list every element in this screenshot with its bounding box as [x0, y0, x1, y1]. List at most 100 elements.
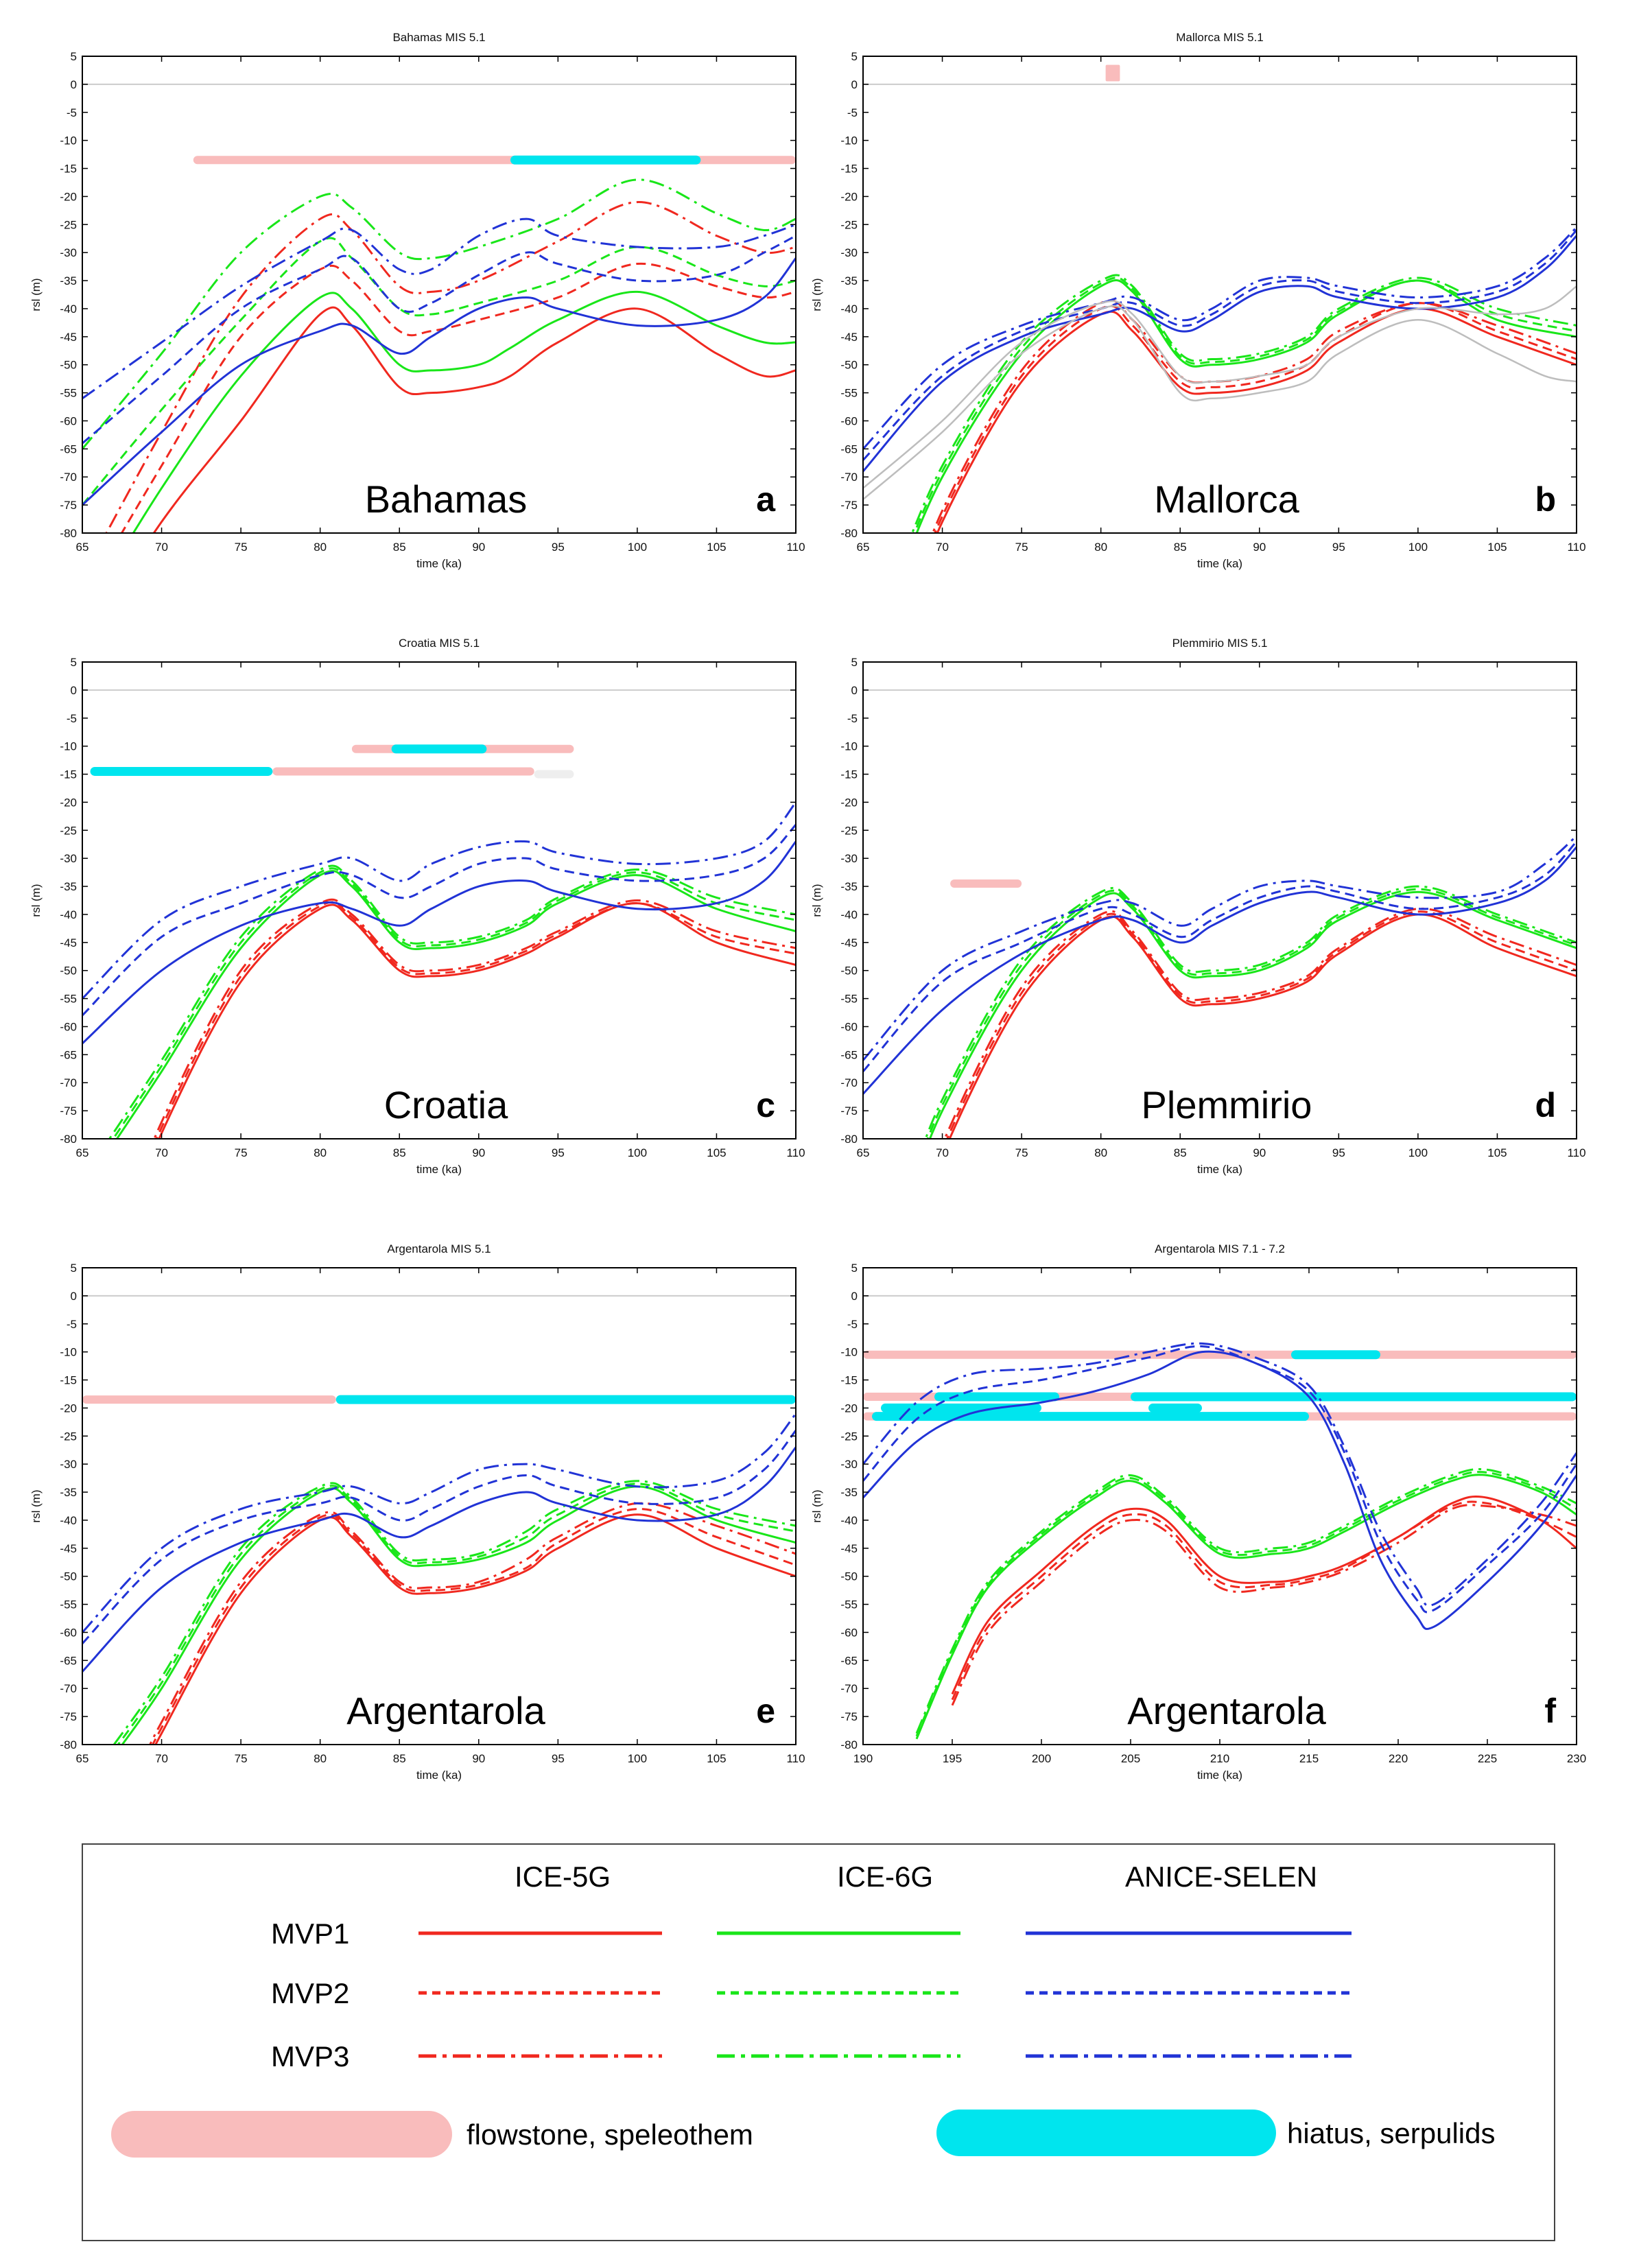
panel-title: Bahamas MIS 5.1 [392, 31, 485, 44]
series-ice-5g-mvp3 [153, 898, 796, 1139]
series-anice-selen-mvp2 [82, 1430, 796, 1644]
series-anice-selen-mvp3 [82, 801, 796, 1000]
series-ice-6g-mvp1 [915, 279, 1577, 533]
series-ice-5g-mvp1 [948, 913, 1577, 1139]
y-tick-label: -80 [60, 1738, 77, 1751]
x-tick-label: 85 [1174, 1146, 1187, 1159]
series-ice-6g-mvp2 [82, 237, 796, 506]
series-reference-grey [863, 305, 1577, 500]
y-tick-label: -10 [60, 134, 77, 147]
y-axis-label: rsl (m) [30, 1489, 43, 1522]
legend-row-label: MVP2 [271, 1977, 349, 2009]
y-axis-label: rsl (m) [810, 884, 823, 917]
y-tick-label: -30 [840, 852, 858, 865]
x-tick-label: 80 [1094, 541, 1107, 554]
x-tick-label: 65 [76, 541, 89, 554]
x-tick-label: 230 [1567, 1752, 1586, 1765]
series-ice-5g-mvp3 [951, 1504, 1577, 1706]
series-anice-selen-mvp2 [82, 824, 796, 1017]
hiatus-bar-1 [391, 744, 487, 754]
y-tick-label: -75 [60, 1710, 77, 1723]
y-tick-label: -55 [60, 1598, 77, 1611]
site-label: Plemmirio [1142, 1083, 1312, 1126]
series-ice-5g-mvp2 [120, 262, 796, 533]
series-anice-selen-mvp1 [82, 840, 796, 1045]
x-tick-label: 95 [1332, 541, 1345, 554]
series-anice-selen-mvp3 [863, 226, 1577, 450]
site-label: Mallorca [1154, 477, 1299, 521]
x-tick-label: 75 [235, 541, 248, 554]
panel-letter: a [756, 480, 776, 519]
flowstone-bar-2 [272, 767, 534, 776]
x-tick-label: 80 [314, 1146, 327, 1159]
y-tick-label: -55 [60, 993, 77, 1006]
y-tick-label: -30 [60, 1458, 77, 1471]
x-axis-label: time (ka) [1197, 1163, 1242, 1176]
y-tick-label: -35 [840, 880, 858, 893]
series-anice-selen-mvp1 [863, 1350, 1577, 1630]
y-tick-label: -80 [840, 527, 858, 540]
y-tick-label: -20 [840, 1402, 858, 1415]
panel-f: Argentarola MIS 7.1 - 7.2 5 0 -5 -10 -15 -20 -2… [810, 1242, 1586, 1782]
y-tick-label: -40 [840, 303, 858, 316]
y-tick-label: -40 [60, 303, 77, 316]
x-tick-label: 90 [1253, 1146, 1266, 1159]
panel-a: Bahamas MIS 5.1 5 0 -5 -10 -15 -20 -25 -30 -35 -40… [30, 31, 805, 570]
x-tick-label: 70 [936, 1146, 949, 1159]
y-tick-label: -75 [60, 1105, 77, 1118]
series-ice-5g-mvp2 [151, 1508, 796, 1745]
y-tick-label: -60 [840, 1626, 858, 1639]
y-tick-label: 0 [851, 684, 858, 697]
y-tick-label: -20 [60, 1402, 77, 1415]
y-tick-label: 5 [851, 656, 858, 669]
y-tick-label: -50 [840, 1570, 858, 1583]
y-tick-label: -25 [840, 824, 858, 837]
y-tick-label: -25 [840, 218, 858, 231]
y-tick-label: -30 [60, 246, 77, 259]
y-tick-label: -20 [840, 796, 858, 809]
y-tick-label: -40 [840, 1514, 858, 1527]
hiatus-bar-1 [1291, 1350, 1380, 1360]
y-tick-label: -45 [840, 331, 858, 344]
y-tick-label: -65 [60, 442, 77, 456]
x-tick-label: 90 [472, 1752, 485, 1765]
y-tick-label: -45 [60, 936, 77, 949]
series-ice-5g-mvp2 [155, 901, 796, 1139]
hiatus-bar-4 [1131, 1392, 1577, 1402]
x-tick-label: 200 [1032, 1752, 1051, 1765]
y-tick-label: -80 [60, 1133, 77, 1146]
y-tick-label: -65 [840, 1048, 858, 1061]
series-ice-6g-mvp1 [915, 1474, 1577, 1740]
series-ice-6g-mvp2 [913, 276, 1577, 533]
panel-letter: c [756, 1086, 775, 1124]
y-tick-label: -80 [840, 1133, 858, 1146]
x-tick-label: 110 [1567, 1146, 1585, 1159]
x-tick-label: 100 [1408, 1146, 1428, 1159]
legend-hiatus-patch [936, 2110, 1276, 2156]
x-tick-label: 70 [155, 541, 168, 554]
y-tick-label: -60 [60, 1626, 77, 1639]
panel-title: Plemmirio MIS 5.1 [1172, 637, 1268, 650]
y-tick-label: -75 [840, 1105, 858, 1118]
legend-row-label: MVP1 [271, 1917, 349, 1950]
series-anice-selen-mvp1 [82, 1446, 796, 1673]
y-tick-label: -5 [847, 712, 858, 725]
x-tick-label: 220 [1389, 1752, 1408, 1765]
y-axis-label: rsl (m) [810, 1489, 823, 1522]
legend-flowstone-patch [111, 2111, 452, 2158]
y-tick-label: -80 [840, 1738, 858, 1751]
y-tick-label: -40 [60, 908, 77, 921]
y-tick-label: -30 [840, 1458, 858, 1471]
y-tick-label: -55 [840, 1598, 858, 1611]
series-anice-selen-mvp3 [863, 835, 1577, 1061]
hiatus-bar-5 [881, 1403, 1041, 1413]
x-tick-label: 110 [786, 1752, 805, 1765]
y-tick-label: -35 [840, 1486, 858, 1499]
x-tick-label: 100 [1408, 541, 1428, 554]
panel-d: Plemmirio MIS 5.1 5 0 -5 -10 -15 -20 -25 -30 -35 -… [810, 637, 1586, 1176]
y-tick-label: -45 [840, 936, 858, 949]
x-tick-label: 70 [155, 1146, 168, 1159]
flowstone-bar-0 [863, 1350, 1577, 1359]
series-ice-5g-mvp1 [154, 1513, 796, 1745]
